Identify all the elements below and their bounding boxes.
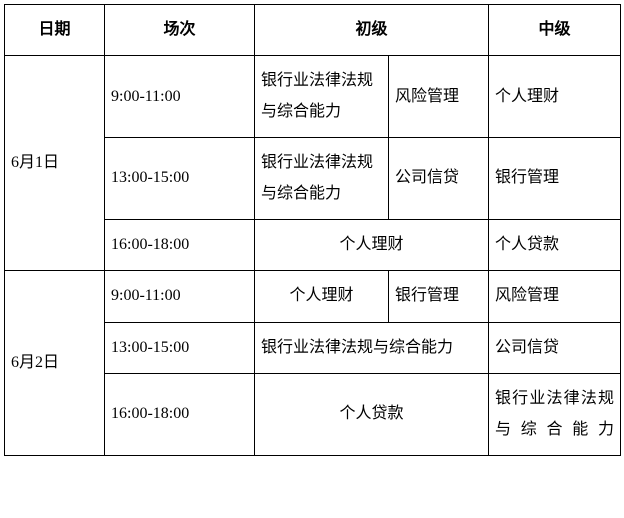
cell-elementary-a: 个人理财 (255, 271, 389, 322)
schedule-table: 日期 场次 初级 中级 6月1日 9:00-11:00 银行业法律法规与综合能力… (4, 4, 621, 456)
cell-elementary-a: 银行业法律法规与综合能力 (255, 56, 389, 138)
cell-intermediate: 个人理财 (489, 56, 621, 138)
table-row: 6月1日 9:00-11:00 银行业法律法规与综合能力 风险管理 个人理财 (5, 56, 621, 138)
cell-session: 16:00-18:00 (105, 219, 255, 270)
cell-session: 16:00-18:00 (105, 374, 255, 456)
table-header-row: 日期 场次 初级 中级 (5, 5, 621, 56)
cell-intermediate: 银行业法律法规与综合能力 (489, 374, 621, 456)
cell-elementary-merged: 个人贷款 (255, 374, 489, 456)
cell-intermediate: 个人贷款 (489, 219, 621, 270)
header-intermediate: 中级 (489, 5, 621, 56)
cell-date: 6月1日 (5, 56, 105, 271)
cell-elementary-a: 银行业法律法规与综合能力 (255, 138, 389, 220)
header-date: 日期 (5, 5, 105, 56)
cell-elementary-merged: 个人理财 (255, 219, 489, 270)
cell-elementary-b: 风险管理 (389, 56, 489, 138)
header-elementary: 初级 (255, 5, 489, 56)
cell-session: 13:00-15:00 (105, 322, 255, 373)
cell-session: 13:00-15:00 (105, 138, 255, 220)
cell-elementary-b: 银行管理 (389, 271, 489, 322)
cell-session: 9:00-11:00 (105, 271, 255, 322)
cell-intermediate: 银行管理 (489, 138, 621, 220)
cell-date: 6月2日 (5, 271, 105, 456)
header-session: 场次 (105, 5, 255, 56)
table-row: 6月2日 9:00-11:00 个人理财 银行管理 风险管理 (5, 271, 621, 322)
cell-intermediate: 公司信贷 (489, 322, 621, 373)
cell-session: 9:00-11:00 (105, 56, 255, 138)
cell-elementary-merged: 银行业法律法规与综合能力 (255, 322, 489, 373)
cell-elementary-b: 公司信贷 (389, 138, 489, 220)
cell-intermediate: 风险管理 (489, 271, 621, 322)
